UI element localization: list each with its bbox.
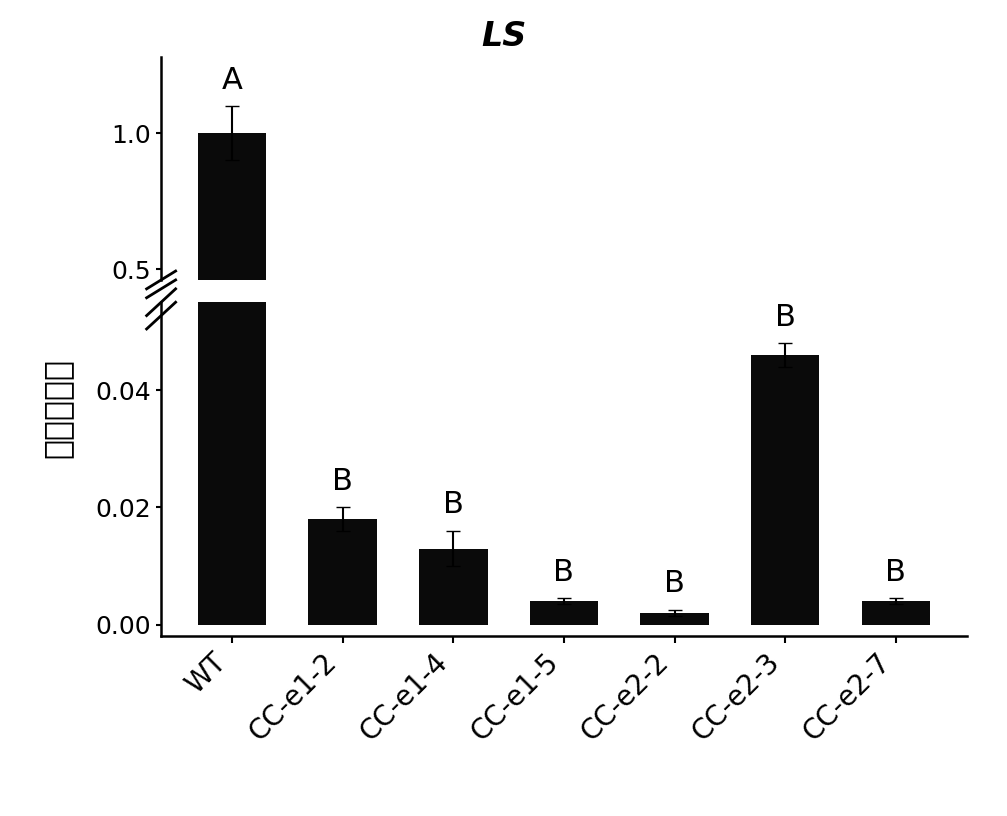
Text: LS: LS: [481, 20, 526, 53]
Text: B: B: [332, 467, 353, 496]
Bar: [197, 133, 266, 405]
Text: B: B: [885, 557, 906, 587]
Bar: [419, 401, 487, 405]
Text: B: B: [554, 557, 574, 587]
Text: B: B: [443, 490, 464, 519]
Bar: [197, 0, 266, 625]
Text: B: B: [774, 303, 796, 331]
Text: B: B: [664, 570, 685, 598]
Bar: [530, 601, 598, 625]
Text: A: A: [222, 66, 243, 95]
Bar: [530, 404, 598, 405]
Text: 相对表达量: 相对表达量: [40, 358, 74, 458]
Bar: [751, 355, 820, 625]
Bar: [308, 400, 377, 405]
Bar: [751, 392, 820, 405]
Bar: [640, 613, 709, 625]
Bar: [862, 404, 930, 405]
Bar: [419, 548, 487, 625]
Bar: [308, 519, 377, 625]
Bar: [862, 601, 930, 625]
